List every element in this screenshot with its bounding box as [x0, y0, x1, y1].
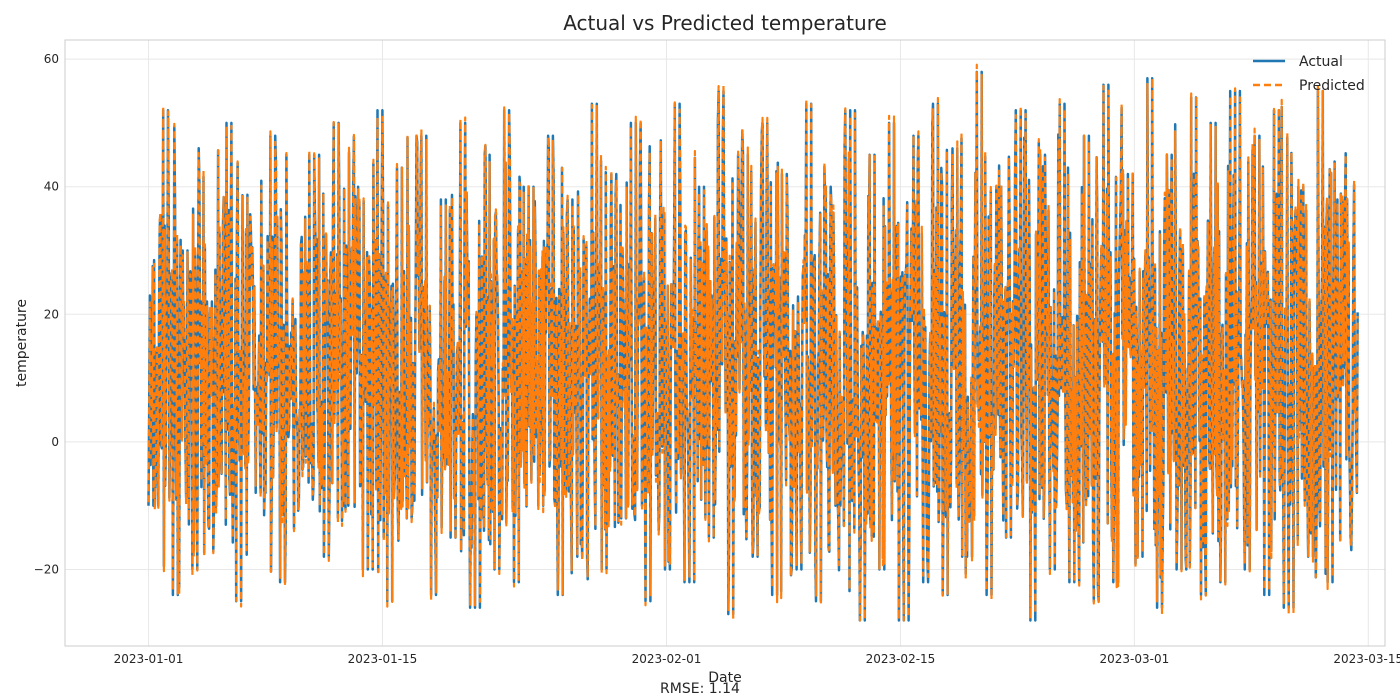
legend-label-predicted: Predicted	[1299, 78, 1365, 94]
legend-label-actual: Actual	[1299, 54, 1343, 70]
series-line-predicted	[147, 63, 1359, 622]
x-tick-label: 2023-01-15	[348, 652, 418, 666]
x-tick-label: 2023-02-01	[632, 652, 702, 666]
x-tick-label: 2023-02-15	[866, 652, 936, 666]
y-tick-labels: −20 0 20 40 60	[34, 52, 59, 576]
x-axis-label: Date	[708, 670, 741, 686]
y-tick-label: 0	[51, 435, 59, 449]
x-tick-labels: 2023-01-01 2023-01-15 2023-02-01 2023-02-15…	[114, 652, 1400, 666]
legend: Actual Predicted	[1253, 54, 1365, 94]
y-axis-label: temperature	[14, 299, 30, 387]
y-tick-label: 20	[44, 307, 59, 321]
rmse-text: RMSE: 1.14	[660, 681, 740, 697]
chart-title: Actual vs Predicted temperature	[563, 11, 887, 35]
y-tick-label: −20	[34, 562, 59, 576]
x-tick-label: 2023-03-15	[1333, 652, 1400, 666]
plot-frame	[64, 39, 1386, 647]
y-tick-label: 60	[44, 52, 59, 66]
x-tick-label: 2023-01-01	[114, 652, 184, 666]
series-layer	[147, 63, 1359, 622]
y-tick-label: 40	[44, 180, 59, 194]
x-tick-label: 2023-03-01	[1099, 652, 1169, 666]
